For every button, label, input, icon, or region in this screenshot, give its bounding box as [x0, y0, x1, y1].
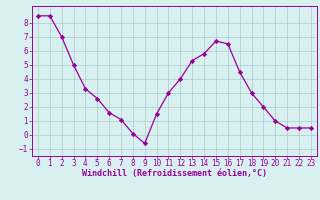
X-axis label: Windchill (Refroidissement éolien,°C): Windchill (Refroidissement éolien,°C) — [82, 169, 267, 178]
